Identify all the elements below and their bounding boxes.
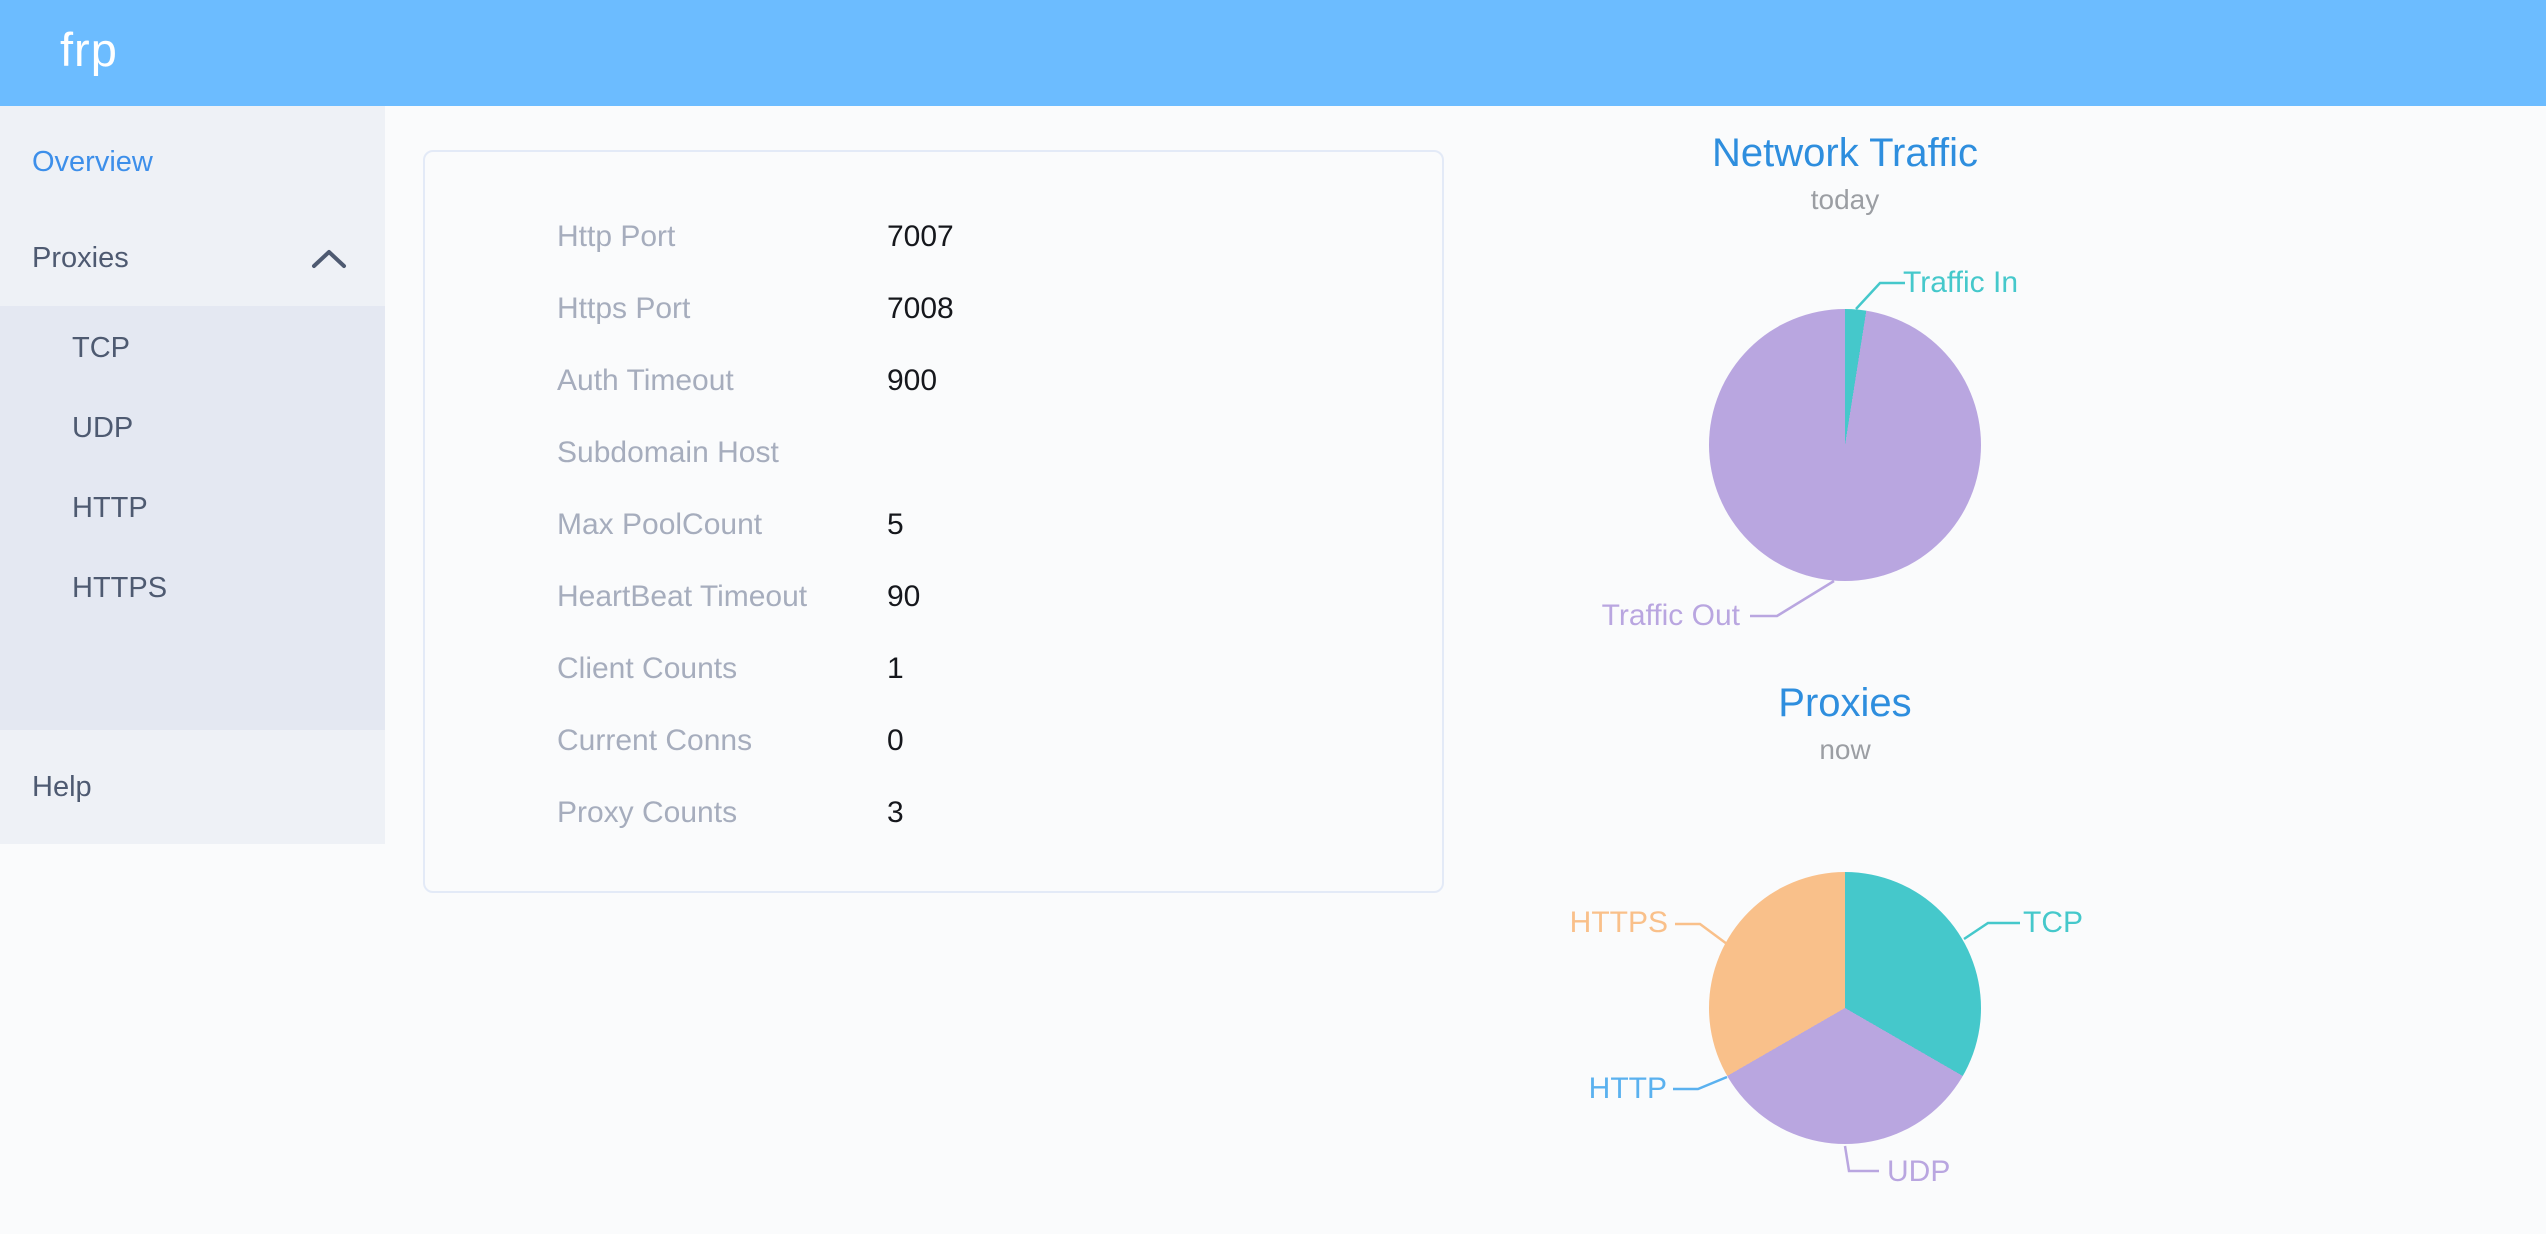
sidebar-item-https[interactable]: HTTPS (72, 572, 168, 604)
config-value: 0 (887, 724, 904, 757)
config-row-proxy-counts: Proxy Counts 3 (425, 777, 1442, 849)
config-label: Auth Timeout (557, 364, 734, 397)
chart-subtitle-now: now (1819, 734, 1871, 765)
config-row-http-port: Http Port 7007 (425, 201, 1442, 273)
sidebar-item-proxies[interactable]: Proxies (0, 210, 385, 306)
leader-tcp (1963, 921, 2020, 941)
server-config-rows: Http Port 7007 Https Port 7008 Auth Time… (425, 201, 1442, 849)
pie-label-udp: UDP (1887, 1155, 1951, 1188)
config-label: Https Port (557, 292, 691, 325)
config-row-client-counts: Client Counts 1 (425, 633, 1442, 705)
server-config-card: Http Port 7007 Https Port 7008 Auth Time… (423, 150, 1444, 893)
app-logo[interactable]: frp (60, 23, 118, 76)
config-label: Client Counts (557, 652, 738, 685)
config-row-auth-timeout: Auth Timeout 900 (425, 345, 1442, 417)
proxies-chart: Proxies now TCP UDP HTTP HTTPS (1460, 680, 2230, 1234)
config-value: 5 (887, 508, 904, 541)
config-row-current-conns: Current Conns 0 (425, 705, 1442, 777)
network-traffic-pie[interactable] (1709, 309, 1981, 581)
chart-title-network-traffic: Network Traffic (1712, 131, 1978, 175)
config-row-heartbeat-timeout: HeartBeat Timeout 90 (425, 561, 1442, 633)
config-value: 3 (887, 796, 904, 829)
pie-label-https: HTTPS (1569, 906, 1668, 939)
pie-label-http: HTTP (1588, 1072, 1667, 1105)
leader-traffic-out (1750, 579, 1835, 618)
config-label: Proxy Counts (557, 796, 738, 829)
config-row-max-poolcount: Max PoolCount 5 (425, 489, 1442, 561)
sidebar-item-help[interactable]: Help (32, 771, 92, 803)
sidebar-submenu-proxies: TCP UDP HTTP HTTPS (0, 306, 385, 730)
sidebar-item-proxies-label: Proxies (32, 242, 129, 274)
config-row-subdomain-host: Subdomain Host (425, 417, 1442, 489)
config-label: Http Port (557, 220, 676, 253)
config-value: 90 (887, 580, 921, 613)
config-label: HeartBeat Timeout (557, 580, 808, 613)
leader-http (1673, 1075, 1728, 1091)
sidebar: Overview Proxies TCP UDP HTTP HTTPS Help (0, 106, 385, 844)
config-value: 900 (887, 364, 938, 397)
sidebar-item-http[interactable]: HTTP (72, 492, 148, 524)
leader-https (1675, 922, 1728, 946)
config-label: Max PoolCount (557, 508, 763, 541)
pie-label-tcp: TCP (2023, 906, 2083, 939)
sidebar-item-overview[interactable]: Overview (32, 146, 153, 178)
config-value: 7007 (887, 220, 954, 253)
leader-traffic-in (1855, 281, 1905, 310)
chart-subtitle-today: today (1810, 184, 1880, 215)
proxies-pie[interactable] (1709, 872, 1981, 1144)
leader-udp (1843, 1145, 1879, 1173)
config-row-https-port: Https Port 7008 (425, 273, 1442, 345)
pie-label-traffic-out: Traffic Out (1601, 599, 1740, 632)
pie-label-traffic-in: Traffic In (1903, 266, 2019, 299)
config-value: 7008 (887, 292, 954, 325)
config-value: 1 (887, 652, 904, 685)
config-label: Current Conns (557, 724, 753, 757)
sidebar-item-udp[interactable]: UDP (72, 412, 134, 444)
chevron-up-icon (312, 250, 346, 268)
network-traffic-chart: Network Traffic today Traffic In Traffic… (1460, 130, 2230, 675)
sidebar-item-tcp[interactable]: TCP (72, 332, 130, 364)
config-label: Subdomain Host (557, 436, 779, 469)
chart-title-proxies: Proxies (1778, 681, 1912, 725)
app-header: frp (0, 0, 2546, 106)
